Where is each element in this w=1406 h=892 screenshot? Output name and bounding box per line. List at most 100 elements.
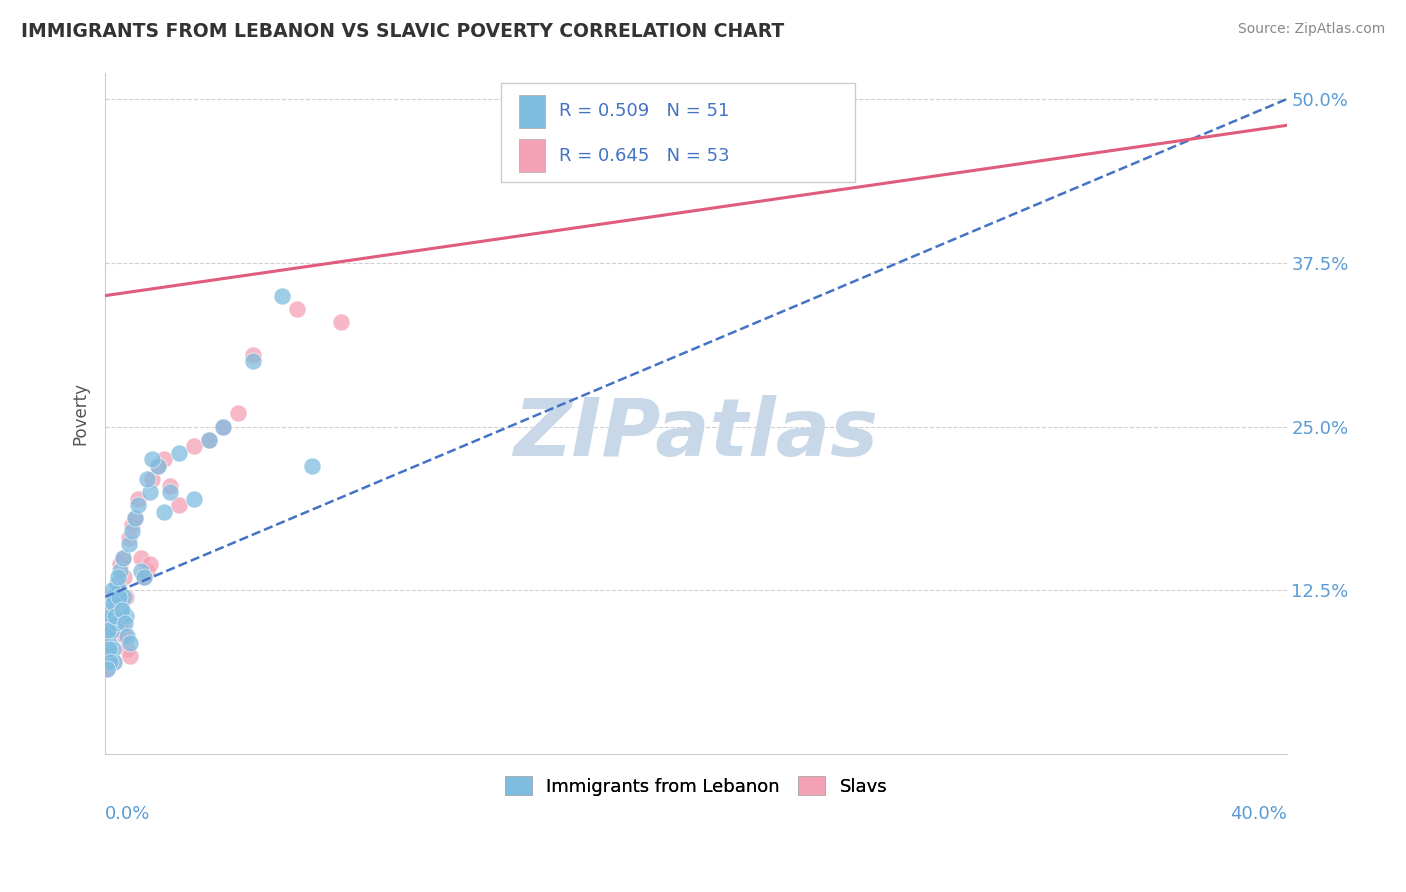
Point — [97, 642, 120, 657]
Point — [108, 590, 131, 604]
Text: 40.0%: 40.0% — [1230, 805, 1286, 823]
Point — [129, 564, 152, 578]
Text: R = 0.645   N = 53: R = 0.645 N = 53 — [558, 146, 730, 165]
Legend: Immigrants from Lebanon, Slavs: Immigrants from Lebanon, Slavs — [498, 769, 894, 803]
Point — [103, 655, 125, 669]
Point — [103, 655, 125, 669]
Point — [98, 642, 121, 657]
Text: ZIPatlas: ZIPatlas — [513, 395, 879, 473]
Point — [148, 458, 170, 473]
Point — [104, 596, 127, 610]
Point — [97, 623, 120, 637]
Point — [104, 615, 127, 630]
Point — [101, 642, 124, 657]
Point — [153, 505, 176, 519]
Point — [129, 550, 152, 565]
Point — [212, 419, 235, 434]
Point — [98, 655, 121, 669]
Point — [103, 590, 125, 604]
Point — [100, 635, 122, 649]
Point — [135, 564, 157, 578]
Point — [100, 609, 122, 624]
Point — [97, 655, 120, 669]
Point — [104, 623, 127, 637]
Point — [105, 576, 128, 591]
Point — [98, 648, 121, 663]
Point — [97, 615, 120, 630]
Point — [98, 642, 121, 657]
Point — [107, 583, 129, 598]
Point — [197, 433, 219, 447]
Point — [103, 590, 125, 604]
Point — [132, 570, 155, 584]
Point — [242, 354, 264, 368]
Point — [111, 550, 134, 565]
Point — [127, 498, 149, 512]
Point — [108, 557, 131, 571]
Point — [112, 590, 135, 604]
Point — [100, 609, 122, 624]
Point — [127, 491, 149, 506]
Point — [159, 478, 181, 492]
Point — [100, 603, 122, 617]
Point — [107, 583, 129, 598]
Point — [167, 498, 190, 512]
Point — [118, 537, 141, 551]
Point — [242, 347, 264, 361]
Point — [108, 564, 131, 578]
Point — [167, 446, 190, 460]
Point — [117, 642, 139, 657]
Point — [285, 301, 308, 316]
Point — [124, 511, 146, 525]
Point — [104, 596, 127, 610]
Point — [107, 570, 129, 584]
Point — [226, 407, 249, 421]
Point — [120, 635, 142, 649]
Point — [96, 662, 118, 676]
Point — [96, 615, 118, 630]
Point — [121, 524, 143, 539]
Bar — [519, 139, 544, 172]
Point — [271, 288, 294, 302]
Point — [330, 315, 353, 329]
Point — [115, 590, 138, 604]
Point — [104, 609, 127, 624]
Point — [98, 603, 121, 617]
Point — [97, 635, 120, 649]
Bar — [519, 95, 544, 128]
Point — [100, 648, 122, 663]
Point — [103, 609, 125, 624]
Point — [96, 662, 118, 676]
Point — [112, 570, 135, 584]
Point — [105, 576, 128, 591]
Point — [121, 517, 143, 532]
Point — [124, 511, 146, 525]
Point — [138, 485, 160, 500]
Point — [212, 419, 235, 434]
Point — [138, 557, 160, 571]
Point — [111, 603, 134, 617]
Point — [110, 603, 132, 617]
Point — [118, 531, 141, 545]
Point — [101, 596, 124, 610]
Point — [114, 629, 136, 643]
Point — [97, 623, 120, 637]
Point — [117, 629, 139, 643]
Y-axis label: Poverty: Poverty — [72, 382, 89, 445]
Text: Source: ZipAtlas.com: Source: ZipAtlas.com — [1237, 22, 1385, 37]
Point — [115, 609, 138, 624]
Bar — [501, 83, 855, 182]
Point — [153, 452, 176, 467]
Point — [111, 550, 134, 565]
Point — [120, 648, 142, 663]
Point — [183, 439, 205, 453]
Text: IMMIGRANTS FROM LEBANON VS SLAVIC POVERTY CORRELATION CHART: IMMIGRANTS FROM LEBANON VS SLAVIC POVERT… — [21, 22, 785, 41]
Point — [141, 472, 163, 486]
Point — [148, 458, 170, 473]
Point — [111, 615, 134, 630]
Point — [132, 570, 155, 584]
Point — [101, 583, 124, 598]
Point — [107, 583, 129, 598]
Point — [135, 472, 157, 486]
Point — [103, 596, 125, 610]
